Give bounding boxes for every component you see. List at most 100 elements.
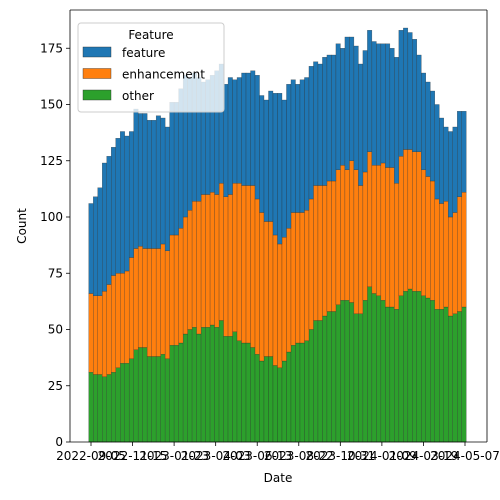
bar-other (245, 342, 251, 443)
legend-entries: feature enhancement other (82, 46, 205, 103)
bar-feature (362, 50, 368, 173)
bar-feature (385, 43, 391, 168)
bar-other (142, 347, 148, 443)
y-axis-title: Count (15, 208, 29, 244)
y-tick-label: 100 (40, 210, 63, 224)
bar-enhancement (403, 149, 409, 292)
bar-other (421, 295, 426, 443)
bar-feature (358, 63, 364, 186)
bar-feature (142, 113, 148, 249)
bar-enhancement (331, 180, 337, 312)
bar-other (106, 374, 112, 443)
bar-enhancement (430, 180, 435, 301)
bar-feature (367, 30, 373, 152)
bar-feature (461, 111, 467, 193)
bar-feature (160, 117, 166, 245)
bar-other (322, 315, 328, 443)
bar-enhancement (169, 234, 175, 346)
bar-enhancement (326, 180, 332, 312)
bar-other (362, 300, 368, 443)
bar-feature (115, 138, 121, 274)
x-tick-label: 2023-06-13 (222, 449, 292, 463)
bar-feature (169, 102, 175, 236)
bar-feature (448, 131, 453, 218)
bar-other (304, 340, 310, 443)
bar-other (102, 376, 107, 443)
bar-enhancement (290, 212, 296, 346)
bar-other (461, 306, 467, 443)
bar-other (236, 340, 242, 443)
y-tick-label: 75 (48, 266, 63, 280)
bar-other (389, 306, 395, 443)
bar-enhancement (259, 212, 265, 362)
bar-feature (421, 72, 426, 170)
legend-title: Feature (128, 28, 173, 42)
bar-enhancement (443, 201, 449, 308)
bar-other (434, 309, 440, 443)
bar-feature (353, 45, 359, 170)
bar-feature (133, 108, 139, 249)
bar-other (353, 313, 359, 443)
bar-feature (304, 77, 310, 211)
bar-feature (173, 102, 179, 236)
bar-enhancement (191, 201, 197, 328)
bar-other (133, 349, 139, 443)
bar-enhancement (178, 228, 184, 344)
bar-feature (236, 77, 242, 184)
bar-other (223, 336, 229, 443)
legend-swatch-other (82, 89, 112, 101)
bar-enhancement (412, 151, 418, 292)
legend-label-other: other (122, 89, 154, 103)
bar-feature (245, 72, 251, 186)
bar-feature (349, 36, 355, 161)
bar-enhancement (223, 196, 229, 337)
ticks-layer: 02550751001251501752022-09-052022-11-152… (40, 41, 500, 463)
bar-other (299, 342, 305, 443)
bar-feature (120, 131, 125, 274)
bar-other (254, 354, 260, 443)
bar-enhancement (160, 243, 166, 355)
bar-feature (277, 93, 283, 245)
bar-enhancement (344, 169, 350, 301)
bar-other (313, 320, 319, 443)
bar-other (151, 356, 157, 443)
bar-enhancement (196, 201, 202, 335)
bar-enhancement (349, 160, 355, 303)
bar-other (268, 356, 274, 443)
bar-feature (227, 77, 233, 195)
bar-feature (380, 43, 386, 164)
bar-feature (286, 84, 292, 229)
bar-enhancement (227, 194, 233, 337)
bar-feature (146, 120, 152, 249)
bar-enhancement (277, 243, 283, 368)
bar-enhancement (115, 273, 121, 368)
bar-enhancement (358, 185, 364, 314)
bar-other (169, 345, 175, 443)
bar-enhancement (142, 248, 148, 348)
bar-other (439, 309, 444, 443)
bar-other (317, 320, 323, 443)
bar-other (349, 302, 355, 443)
bar-other (272, 365, 278, 443)
bar-enhancement (218, 183, 224, 321)
bar-enhancement (205, 194, 211, 328)
bar-enhancement (380, 162, 386, 301)
bar-enhancement (128, 257, 134, 359)
bar-other (403, 291, 409, 443)
bar-other (187, 329, 193, 443)
bar-enhancement (313, 185, 319, 321)
bar-other (371, 293, 377, 443)
bar-feature (331, 54, 337, 182)
bar-feature (412, 39, 418, 152)
bar-feature (254, 75, 260, 200)
bar-feature (425, 81, 431, 177)
bar-feature (394, 57, 400, 184)
x-tick-label: 2024-03-19 (389, 449, 459, 463)
bar-enhancement (394, 183, 400, 310)
bar-enhancement (457, 196, 462, 312)
bar-enhancement (182, 216, 188, 335)
bar-feature (272, 93, 278, 236)
bar-enhancement (281, 237, 287, 362)
bar-enhancement (421, 169, 426, 296)
bar-other (218, 320, 224, 443)
